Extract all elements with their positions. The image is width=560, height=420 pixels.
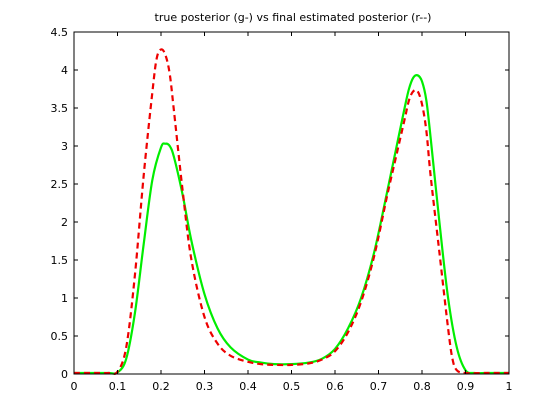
x-tick-label: 0.7 [370, 380, 388, 393]
y-tick-label: 3.5 [51, 102, 69, 115]
y-tick-label: 1.5 [51, 254, 69, 267]
plot-area [74, 32, 509, 374]
y-tick-label: 0 [61, 368, 68, 381]
x-axis: 0 0.1 0.2 0.3 0.4 0.5 0.6 0.7 0.8 0.9 1 [71, 32, 513, 393]
x-tick-label: 0.2 [152, 380, 170, 393]
y-tick-label: 4 [61, 64, 68, 77]
y-tick-label: 4.5 [51, 26, 69, 39]
x-tick-label: 1 [506, 380, 513, 393]
series-layer [74, 48, 509, 376]
estimated-posterior-line [74, 48, 509, 376]
x-tick-label: 0.1 [109, 380, 127, 393]
x-tick-label: 0 [71, 380, 78, 393]
y-tick-label: 3 [61, 140, 68, 153]
x-tick-label: 0.9 [457, 380, 475, 393]
x-tick-label: 0.4 [239, 380, 257, 393]
y-tick-label: 0.5 [51, 330, 69, 343]
chart-title: true posterior (g-) vs final estimated p… [155, 11, 432, 24]
x-tick-label: 0.3 [196, 380, 214, 393]
y-tick-label: 1 [61, 292, 68, 305]
x-tick-label: 0.6 [326, 380, 344, 393]
y-axis: 0 0.5 1 1.5 2 2.5 3 3.5 4 4.5 [51, 26, 509, 381]
y-tick-label: 2 [61, 216, 68, 229]
y-tick-label: 2.5 [51, 178, 69, 191]
x-tick-label: 0.8 [413, 380, 431, 393]
x-tick-label: 0.5 [283, 380, 301, 393]
